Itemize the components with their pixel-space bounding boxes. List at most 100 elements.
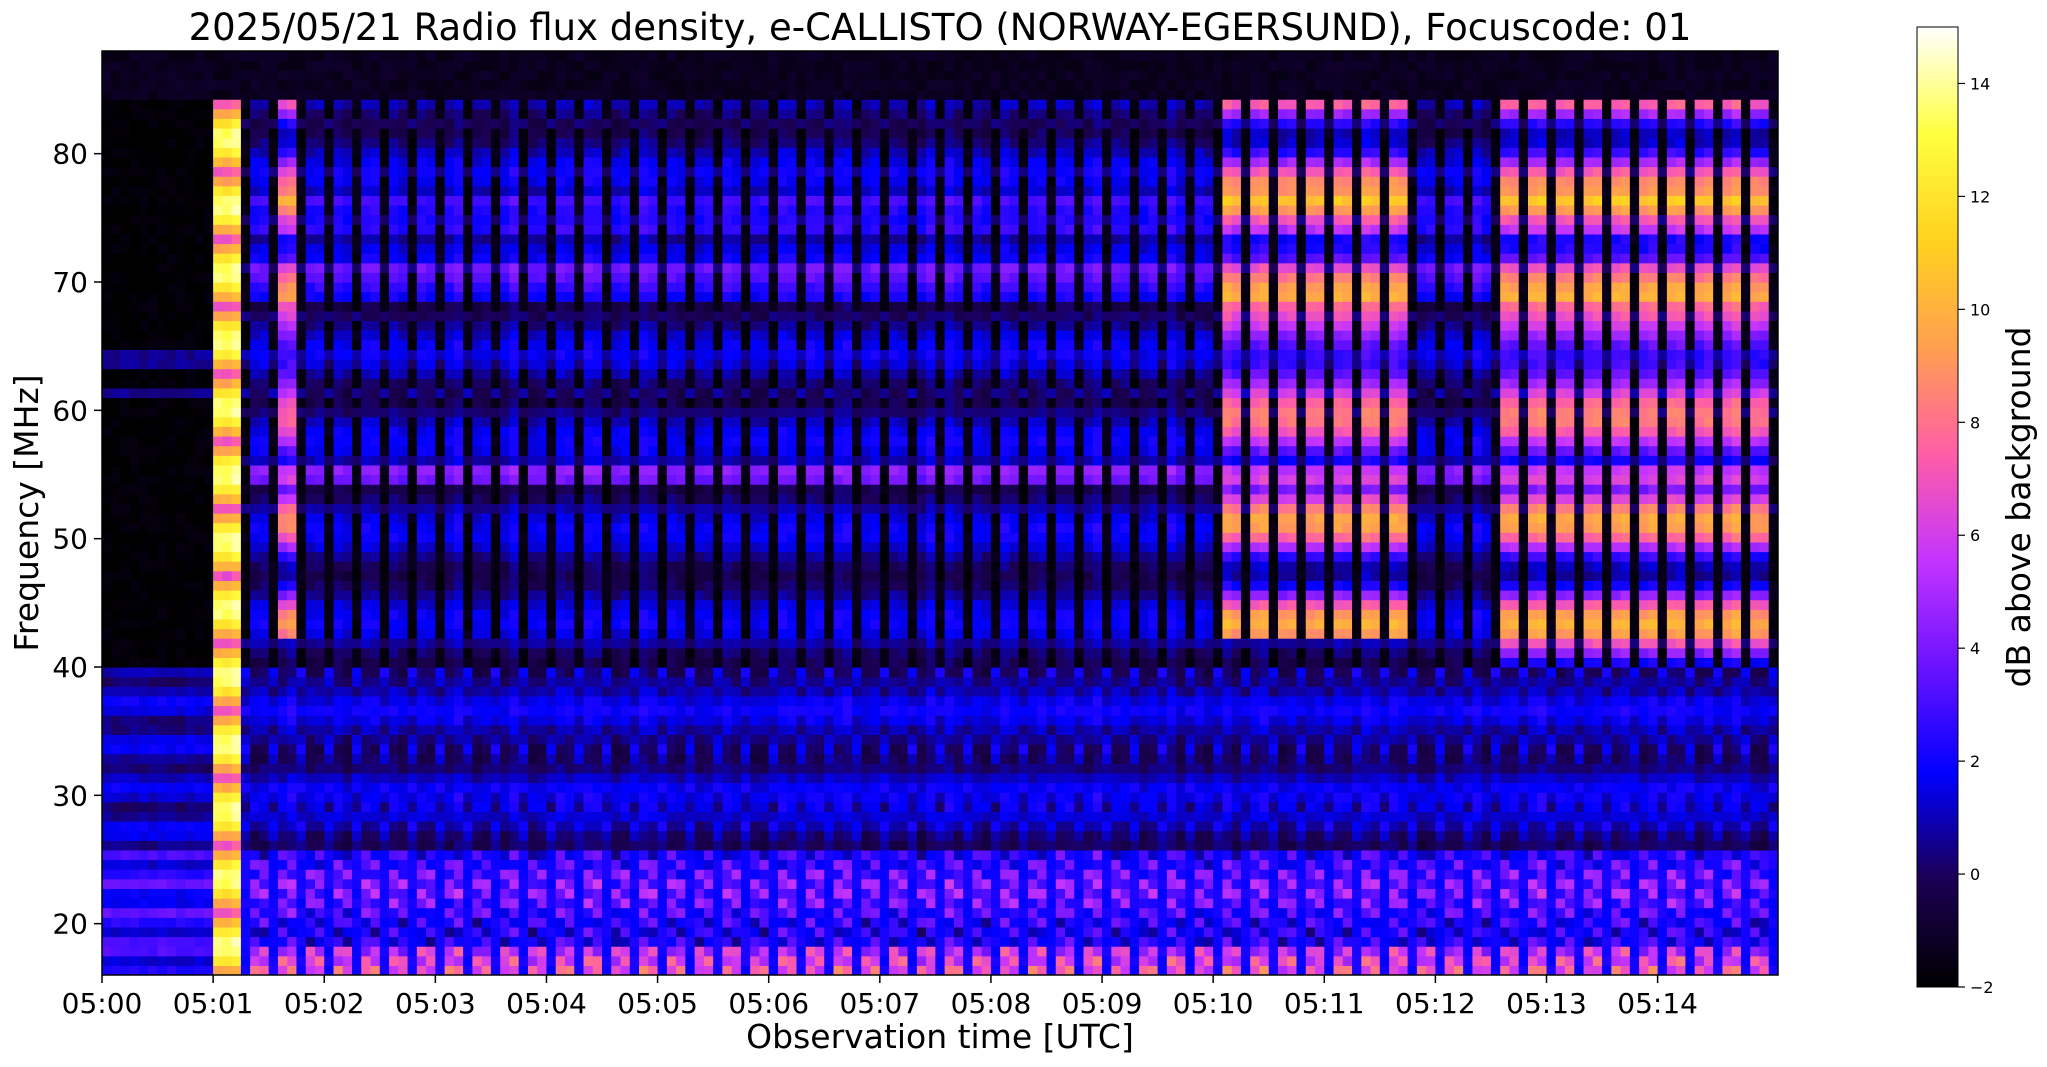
spectrogram-cell <box>509 243 520 254</box>
spectrogram-cell <box>296 205 307 216</box>
spectrogram-cell <box>564 917 575 928</box>
spectrogram-cell <box>268 926 279 938</box>
spectrogram-cell <box>268 301 279 312</box>
spectrogram-cell <box>407 387 418 399</box>
spectrogram-cell <box>231 763 242 774</box>
spectrogram-cell <box>259 407 270 418</box>
spectrogram-cell <box>213 147 223 158</box>
spectrogram-cell <box>435 763 446 774</box>
spectrogram-cell <box>342 464 353 476</box>
spectrogram-cell <box>527 108 538 119</box>
spectrogram-cell <box>481 772 492 784</box>
spectrogram-cell <box>213 291 223 302</box>
spectrogram-cell <box>370 772 381 784</box>
spectrogram-cell <box>379 570 390 581</box>
spectrogram-cell <box>176 849 186 861</box>
spectrogram-cell <box>453 532 464 543</box>
spectrogram-cell <box>379 705 390 716</box>
spectrogram-cell <box>231 339 242 350</box>
spectrogram-cell <box>305 493 316 504</box>
spectrogram-cell <box>352 407 362 418</box>
spectrogram-cell <box>277 330 288 341</box>
spectrogram-cell <box>166 811 177 822</box>
spectrogram-cell <box>463 724 473 735</box>
spectrogram-cell <box>416 147 427 158</box>
spectrogram-cell <box>333 70 344 81</box>
spectrogram-cell <box>509 734 520 745</box>
spectrogram-cell <box>296 330 307 341</box>
spectrogram-cell <box>509 647 520 658</box>
spectrogram-cell <box>518 561 529 572</box>
spectrogram-cell <box>296 291 307 302</box>
spectrogram-cell <box>444 60 455 71</box>
spectrogram-cell <box>490 532 501 543</box>
spectrogram-cell <box>481 339 492 350</box>
spectrogram-cell <box>342 147 353 158</box>
spectrogram-cell <box>463 156 473 168</box>
spectrogram-cell <box>333 821 344 832</box>
spectrogram-cell <box>324 214 335 225</box>
spectrogram-cell <box>370 695 381 707</box>
spectrogram-cell <box>564 849 575 861</box>
spectrogram-cells <box>102 51 1778 975</box>
spectrogram-cell <box>389 782 399 793</box>
spectrogram-cell <box>481 214 492 225</box>
spectrogram-cell <box>111 243 122 254</box>
spectrogram-cell <box>574 484 585 495</box>
spectrogram-cell <box>222 484 233 495</box>
spectrogram-cell <box>139 753 149 764</box>
spectrogram-cell <box>185 561 196 572</box>
spectrogram-cell <box>509 272 520 283</box>
spectrogram-cell <box>500 397 511 408</box>
spectrogram-cell <box>194 455 205 466</box>
spectrogram-cell <box>194 339 205 350</box>
spectrogram-cell <box>453 368 464 379</box>
spectrogram-cell <box>176 185 186 196</box>
spectrogram-cell <box>518 849 529 861</box>
spectrogram-cell <box>157 387 168 399</box>
spectrogram-cell <box>435 368 446 379</box>
spectrogram-cell <box>148 590 159 601</box>
spectrogram-cell <box>564 734 575 745</box>
spectrogram-cell <box>509 821 520 832</box>
spectrogram-cell <box>444 118 455 129</box>
spectrogram-cell <box>574 253 585 264</box>
spectrogram-cell <box>213 561 223 572</box>
spectrogram-cell <box>250 118 261 129</box>
spectrogram-cell <box>555 628 566 639</box>
spectrogram-cell <box>333 686 344 697</box>
spectrogram-cell <box>463 339 473 350</box>
spectrogram-cell <box>222 349 233 360</box>
spectrogram-cell <box>259 349 270 360</box>
spectrogram-cell <box>435 946 446 957</box>
spectrogram-cell <box>407 166 418 177</box>
spectrogram-cell <box>176 426 186 437</box>
spectrogram-cell <box>527 128 538 139</box>
spectrogram-cell <box>481 253 492 264</box>
spectrogram-cell <box>287 849 298 861</box>
spectrogram-cell <box>296 676 307 687</box>
spectrogram-cell <box>555 657 566 668</box>
spectrogram-cell <box>453 667 464 678</box>
spectrogram-cell <box>259 291 270 302</box>
spectrogram-cell <box>231 667 242 678</box>
spectrogram-cell <box>361 493 372 504</box>
spectrogram-cell <box>148 118 159 129</box>
spectrogram-cell <box>416 513 427 524</box>
spectrogram-cell <box>416 214 427 225</box>
spectrogram-cell <box>111 926 122 938</box>
spectrogram-cell <box>555 185 566 196</box>
spectrogram-cell <box>314 878 325 889</box>
spectrogram-cell <box>314 108 325 119</box>
spectrogram-cell <box>426 599 436 610</box>
spectrogram-cell <box>231 946 242 957</box>
spectrogram-cell <box>240 782 251 793</box>
spectrogram-cell <box>490 955 501 966</box>
spectrogram-cell <box>426 464 436 476</box>
spectrogram-cell <box>111 638 122 649</box>
spectrogram-cell <box>537 763 548 774</box>
spectrogram-cell <box>564 436 575 447</box>
spectrogram-cell <box>407 782 418 793</box>
spectrogram-cell <box>546 618 557 630</box>
spectrogram-cell <box>463 792 473 803</box>
